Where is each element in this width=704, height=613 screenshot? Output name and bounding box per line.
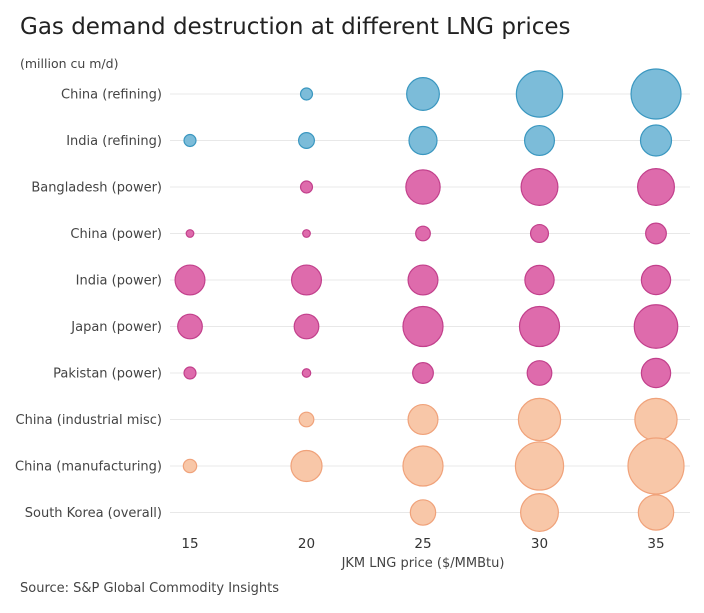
x-tick-label: 20 (298, 536, 315, 552)
bubbles (174, 68, 685, 532)
bubble (520, 493, 559, 532)
bubble (640, 264, 672, 296)
bubble (174, 264, 206, 296)
bubble (408, 125, 438, 156)
bubble (298, 411, 315, 428)
row-label: India (power) (76, 274, 162, 289)
row-label: China (refining) (61, 88, 162, 103)
row-label: China (industrial misc) (16, 413, 163, 428)
bubble (407, 403, 439, 436)
bubble (630, 68, 682, 120)
row-label: Bangladesh (power) (31, 181, 162, 196)
bubble (639, 124, 673, 157)
chart-title: Gas demand destruction at different LNG … (20, 14, 571, 40)
row-label: South Korea (overall) (25, 506, 162, 521)
bubble (182, 458, 198, 474)
bubble (520, 168, 559, 206)
row-label: China (manufacturing) (15, 460, 162, 475)
bubble (412, 362, 434, 384)
x-tick-label: 15 (181, 536, 198, 552)
bubble (290, 449, 323, 483)
bubble (514, 441, 565, 491)
row-labels: China (refining) India (refining) Banglade… (15, 88, 162, 522)
bubble (640, 357, 672, 389)
bubble (407, 264, 439, 296)
bubble (177, 313, 203, 340)
bubble (415, 225, 431, 242)
bubble (529, 223, 550, 244)
bubble (299, 180, 314, 194)
bubble (183, 366, 197, 380)
bubble (409, 499, 437, 526)
bubble (515, 70, 564, 118)
bubble (302, 229, 311, 238)
bubble (293, 313, 320, 340)
unit-label: (million cu m/d) (20, 56, 119, 71)
bubble (637, 494, 675, 531)
bubble (298, 132, 315, 149)
row-label: Japan (power) (70, 320, 162, 335)
bubble (290, 264, 323, 296)
row-label: India (refining) (66, 134, 162, 149)
row-label: China (power) (70, 227, 162, 242)
bubble (301, 368, 312, 378)
bubble (183, 133, 197, 148)
bubble (637, 168, 675, 206)
bubble (627, 437, 685, 495)
bubble (518, 305, 561, 348)
bubble (402, 445, 444, 487)
bubble (406, 77, 440, 111)
bubble (405, 169, 441, 205)
bubble (402, 305, 444, 348)
bubble (634, 397, 678, 442)
bubble (299, 87, 314, 101)
x-tick-label: 25 (414, 536, 431, 552)
x-axis-ticks: 15 20 25 30 35 (181, 536, 664, 552)
x-axis-label: JKM LNG price ($/MMBtu) (341, 556, 505, 571)
bubble (185, 229, 195, 238)
bubble (526, 360, 553, 386)
source-note: Source: S&P Global Commodity Insights (20, 581, 280, 596)
x-tick-label: 35 (647, 536, 664, 552)
bubble (645, 222, 667, 245)
x-tick-label: 30 (531, 536, 548, 552)
bubble (517, 397, 562, 442)
bubble (523, 124, 556, 157)
row-label: Pakistan (power) (53, 367, 162, 382)
bubble (524, 264, 555, 296)
bubble (633, 304, 679, 349)
